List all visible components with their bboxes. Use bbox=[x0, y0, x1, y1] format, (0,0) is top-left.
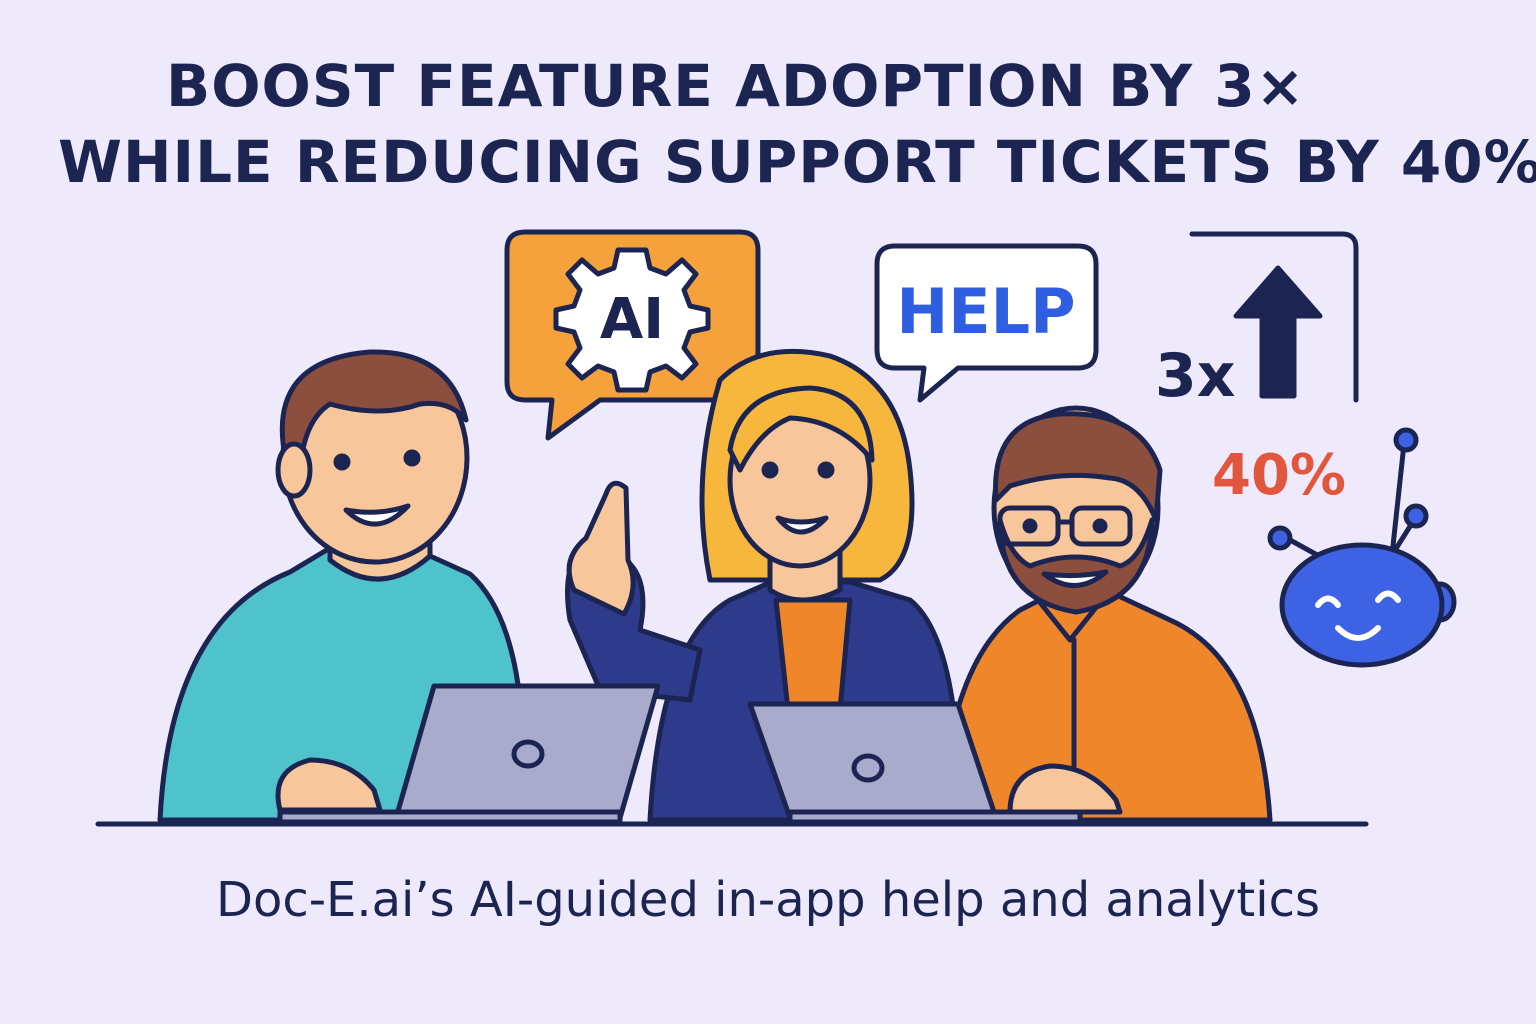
glasses-icon bbox=[997, 505, 1061, 547]
robot-icon bbox=[1267, 427, 1457, 668]
tagline: Doc-E.ai’s AI-guided in-app help and ana… bbox=[216, 872, 1320, 928]
help-speech-bubble: HELP bbox=[874, 243, 1099, 403]
laptop-left bbox=[277, 683, 661, 825]
headline-line-2: WHILE REDUCING SUPPORT TICKETS BY 40% bbox=[58, 128, 1536, 196]
growth-stats: 3x 40% bbox=[1155, 231, 1359, 508]
ai-bubble-label: AI bbox=[600, 287, 664, 352]
ai-speech-bubble: AI bbox=[504, 229, 761, 441]
help-bubble-label: HELP bbox=[896, 275, 1075, 348]
percent-stat: 40% bbox=[1212, 443, 1346, 508]
multiplier-stat: 3x bbox=[1155, 341, 1235, 411]
headline-line-1: BOOST FEATURE ADOPTION BY 3× bbox=[166, 52, 1306, 120]
gear-icon bbox=[553, 247, 711, 393]
arrow-up-icon bbox=[1233, 265, 1323, 399]
person-right bbox=[937, 405, 1273, 823]
laptop-right bbox=[747, 701, 1083, 825]
